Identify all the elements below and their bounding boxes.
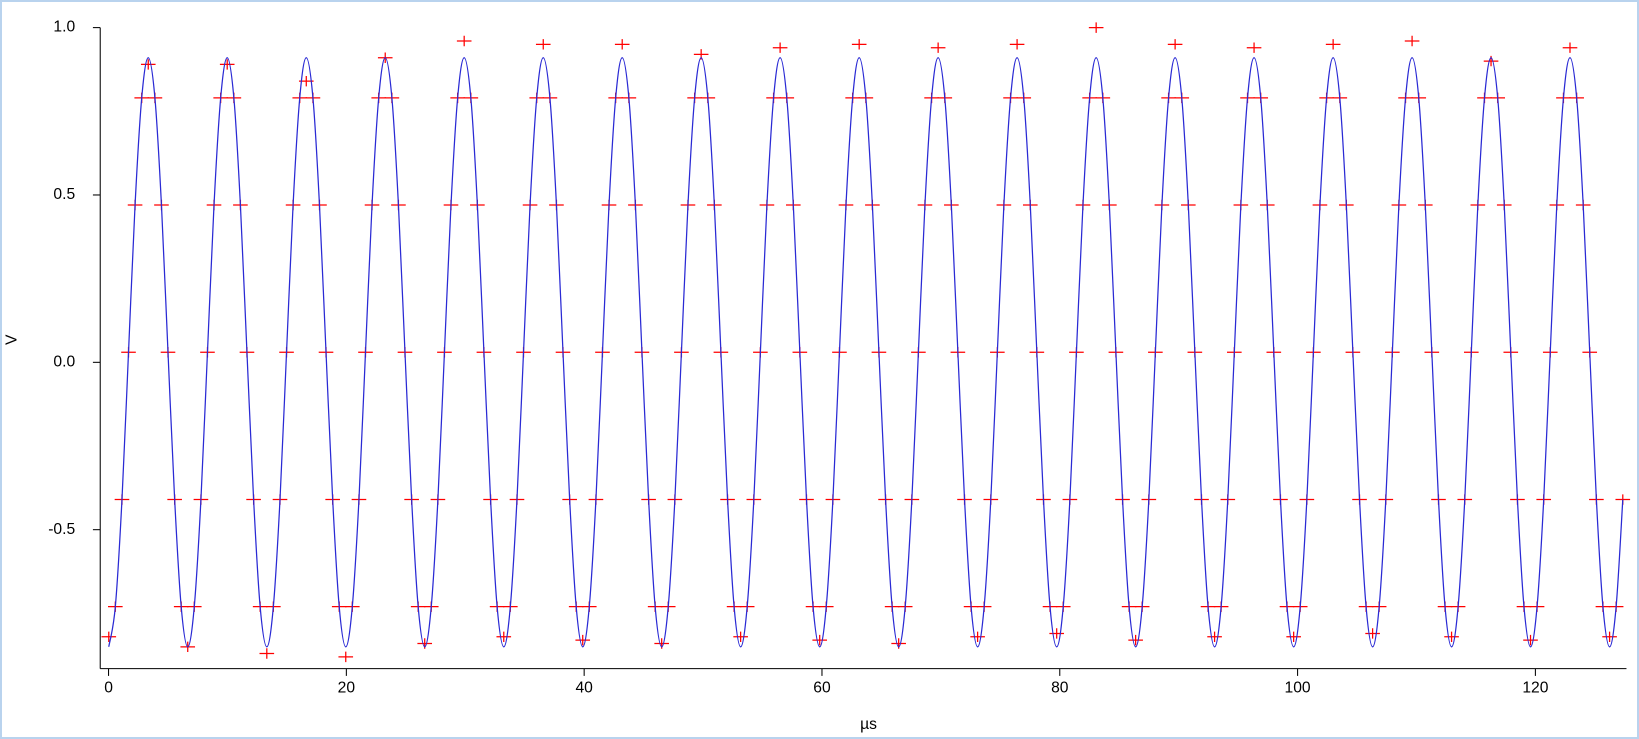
data-point: [1286, 631, 1301, 643]
x-tick-label: 40: [575, 680, 593, 697]
x-tick-label: 120: [1522, 680, 1548, 697]
data-point: [1128, 634, 1143, 646]
data-point: [259, 648, 275, 659]
data-point: [1523, 634, 1538, 646]
data-point: [851, 39, 867, 50]
data-point: [140, 59, 156, 70]
x-tick-label: 20: [338, 680, 356, 697]
data-point: [970, 631, 985, 643]
data-point: [1562, 42, 1578, 53]
x-tick-label: 0: [104, 680, 113, 697]
x-axis-label: µs: [860, 716, 877, 733]
y-tick-label: -0.5: [48, 521, 75, 538]
data-point: [1602, 631, 1617, 643]
data-point: [1444, 631, 1459, 643]
y-tick-label: 1.0: [53, 19, 75, 36]
data-point: [733, 631, 748, 643]
data-point: [535, 39, 551, 50]
fit-line: [108, 57, 1624, 648]
data-point: [930, 42, 946, 53]
data-point: [338, 651, 354, 663]
data-point: [812, 634, 828, 646]
data-point: [1088, 22, 1104, 33]
x-tick-label: 100: [1285, 680, 1311, 697]
data-point: [1365, 628, 1380, 639]
data-point: [496, 631, 512, 643]
data-point: [575, 634, 591, 646]
data-point: [456, 35, 472, 47]
y-axis-label: V: [4, 334, 21, 345]
x-tick-label: 80: [1051, 680, 1069, 697]
x-tick-label: 60: [813, 680, 831, 697]
y-tick-label: 0.5: [53, 186, 75, 203]
data-point: [772, 42, 788, 53]
data-point: [1246, 42, 1262, 53]
data-point: [1009, 39, 1025, 50]
data-point: [1404, 35, 1420, 47]
y-tick-label: 0.0: [53, 353, 75, 370]
data-point: [219, 59, 235, 70]
data-point: [101, 631, 117, 643]
data-point: [1325, 39, 1341, 50]
data-point: [614, 39, 630, 50]
data-point: [1167, 39, 1183, 50]
data-point: [1207, 631, 1222, 643]
data-point: [1049, 628, 1064, 639]
